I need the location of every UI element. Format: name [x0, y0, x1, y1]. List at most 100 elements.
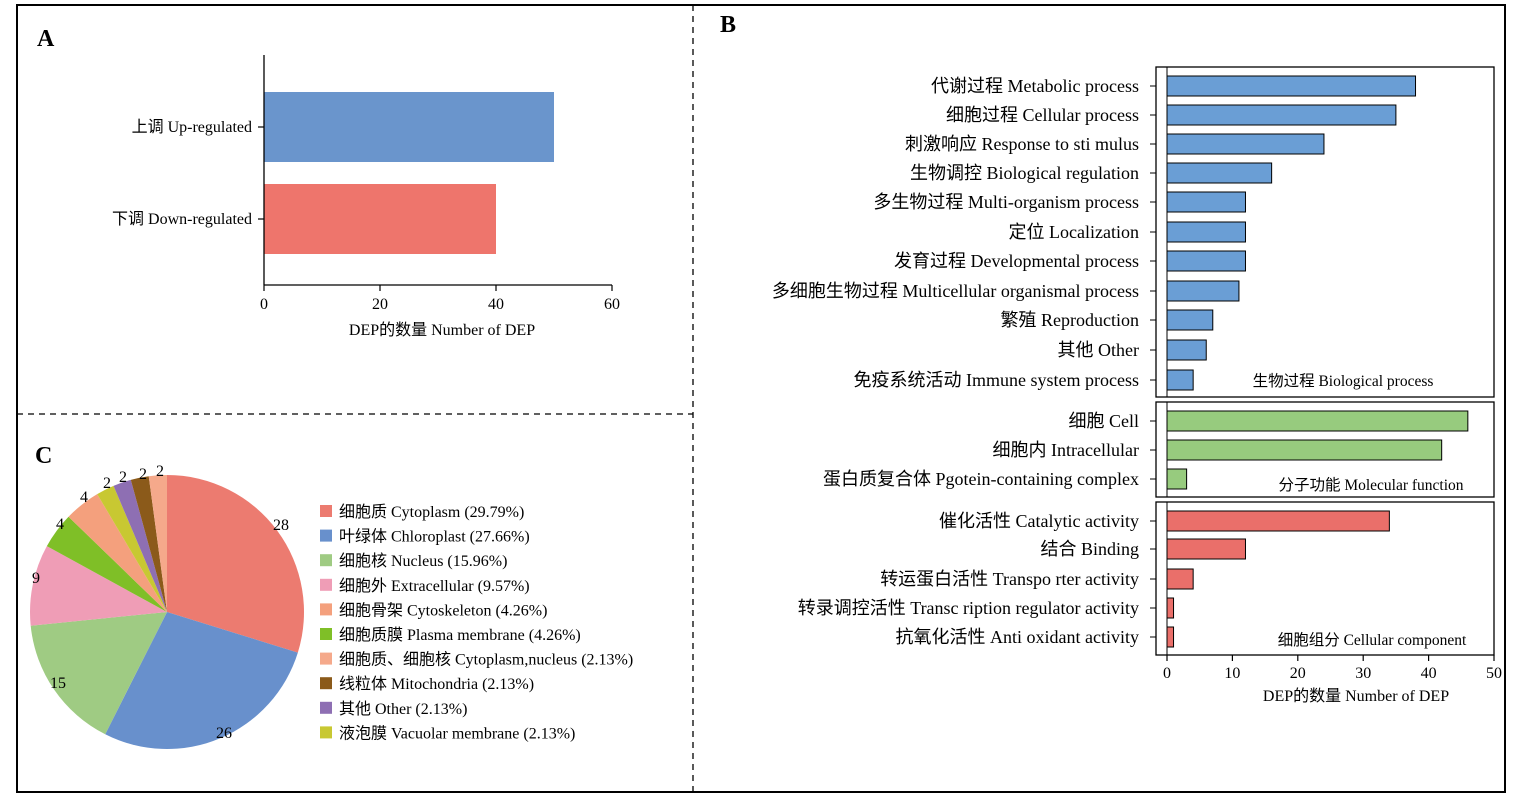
chart-a-bar: [264, 184, 496, 254]
chart-b-bar: [1166, 568, 1194, 590]
chart-a-up-down-regulated: 上调 Up-regulated 下调 Down-regulated DEP的数量…: [112, 55, 620, 339]
chart-a-x-axis-title: DEP的数量 Number of DEP: [349, 321, 535, 339]
chart-b-bar: [1166, 410, 1469, 432]
chart-c-legend-label: 细胞质 Cytoplasm (29.79%): [339, 503, 524, 521]
chart-c-legend-swatch: [320, 603, 332, 616]
chart-b-x-tick-label: 10: [1224, 665, 1240, 682]
chart-b-bar: [1166, 75, 1417, 97]
chart-b-category-label: 多细胞生物过程 Multicellular organismal process: [772, 281, 1139, 301]
chart-c-pie-slice: [46, 516, 167, 612]
chart-c-slice-value-label: 4: [80, 489, 88, 506]
chart-c-legend-swatch: [320, 652, 332, 665]
chart-b-category-label: 刺激响应 Response to sti mulus: [905, 134, 1139, 154]
chart-c-legend-swatch: [320, 701, 332, 714]
chart-c-legend-label: 叶绿体 Chloroplast (27.66%): [339, 528, 530, 546]
chart-a-category-label: 上调 Up-regulated: [132, 118, 252, 136]
chart-b-group-label: 生物过程 Biological process: [1253, 372, 1434, 390]
chart-c-slice-value-label: 28: [273, 517, 289, 534]
chart-c-legend-label: 液泡膜 Vacuolar membrane (2.13%): [339, 724, 575, 742]
chart-b-category-label: 其他 Other: [1058, 340, 1139, 360]
chart-b-bar: [1166, 339, 1207, 361]
chart-b-category-label: 催化活性 Catalytic activity: [939, 511, 1139, 531]
chart-b-bar: [1166, 162, 1273, 184]
chart-c-slice-value-label: 2: [139, 466, 147, 483]
chart-b-x-tick-label: 0: [1163, 665, 1171, 682]
chart-b-category-label: 代谢过程 Metabolic process: [931, 76, 1139, 96]
chart-b-bar: [1166, 191, 1246, 213]
chart-b-x-tick-label: 40: [1421, 665, 1437, 682]
chart-b-x-tick-label: 20: [1290, 665, 1306, 682]
chart-c-legend-label: 细胞外 Extracellular (9.57%): [339, 577, 530, 595]
chart-b-group-label: 细胞组分 Cellular component: [1278, 631, 1467, 649]
chart-b-category-label: 转运蛋白活性 Transpo rter activity: [880, 569, 1139, 589]
chart-c-legend-swatch: [320, 677, 332, 690]
chart-c-slice-value-label: 2: [119, 469, 127, 486]
chart-a-x-tick-label: 40: [488, 296, 504, 313]
chart-c-legend-label: 细胞质膜 Plasma membrane (4.26%): [339, 626, 581, 644]
chart-a-category-label: 下调 Down-regulated: [112, 210, 252, 228]
chart-b-category-label: 转录调控活性 Transc ription regulator activity: [798, 598, 1139, 618]
chart-b-bar: [1166, 104, 1397, 126]
chart-c-pie-slice: [30, 612, 167, 735]
chart-c-pie-slice: [148, 475, 167, 612]
chart-c-pie-slice: [167, 475, 305, 653]
chart-b-category-label: 细胞内 Intracellular: [993, 440, 1139, 460]
chart-b-category-label: 结合 Binding: [1040, 539, 1139, 559]
chart-b-bar: [1166, 439, 1443, 461]
figure-frame: [16, 4, 1506, 793]
chart-b-category-label: 多生物过程 Multi-organism process: [873, 192, 1139, 212]
chart-c-legend-swatch: [320, 554, 332, 567]
panel-label-a: A: [37, 26, 55, 52]
chart-c-legend-label: 线粒体 Mitochondria (2.13%): [339, 675, 534, 693]
chart-c-legend-swatch: [320, 529, 332, 542]
chart-b-bar: [1166, 250, 1246, 272]
chart-c-pie-slice: [30, 546, 167, 626]
chart-c-legend-label: 细胞骨架 Cytoskeleton (4.26%): [339, 601, 547, 619]
chart-c-slice-value-label: 2: [103, 475, 111, 492]
chart-a-bar: [264, 92, 554, 162]
chart-c-slice-value-label: 15: [50, 675, 66, 692]
chart-b-category-label: 免疫系统活动 Immune system process: [854, 370, 1139, 390]
chart-b-category-label: 繁殖 Reproduction: [1001, 309, 1139, 330]
chart-c-slice-value-label: 26: [216, 725, 232, 742]
chart-b-bar: [1166, 133, 1325, 155]
chart-c-legend-swatch: [320, 726, 332, 739]
chart-b-bar: [1166, 597, 1175, 619]
chart-b-category-label: 细胞过程 Cellular process: [946, 105, 1139, 125]
chart-b-x-tick-label: 30: [1355, 665, 1371, 682]
chart-c-legend-swatch: [320, 628, 332, 640]
chart-b-x-tick-label: 50: [1486, 665, 1502, 682]
chart-b-bar: [1166, 369, 1194, 391]
chart-b-bar: [1166, 309, 1214, 331]
chart-b-bar: [1166, 538, 1246, 560]
chart-b-category-label: 定位 Localization: [1009, 222, 1139, 242]
panel-label-c: C: [35, 443, 52, 469]
chart-b-bar: [1166, 221, 1246, 243]
chart-b-bar: [1166, 468, 1188, 490]
chart-c-slice-value-label: 4: [56, 516, 64, 533]
chart-c-pie-slice: [97, 485, 167, 612]
chart-a-x-tick-label: 20: [372, 296, 388, 313]
chart-c-legend-swatch: [320, 505, 332, 517]
chart-c-legend-label: 细胞质、细胞核 Cytoplasm,nucleus (2.13%): [339, 651, 633, 669]
chart-a-x-tick-label: 60: [604, 296, 620, 313]
chart-c-pie-slice: [113, 479, 167, 612]
chart-c-pie-slice: [105, 612, 298, 750]
chart-a-x-tick-label: 0: [260, 296, 268, 313]
chart-b-bar: [1166, 626, 1175, 648]
chart-c-legend-label: 细胞核 Nucleus (15.96%): [339, 552, 507, 570]
chart-b-category-label: 抗氧化活性 Anti oxidant activity: [896, 627, 1139, 647]
chart-c-slice-value-label: 2: [156, 463, 164, 480]
panel-label-b: B: [720, 12, 736, 38]
chart-c-legend-label: 其他 Other (2.13%): [339, 700, 467, 718]
chart-b-bar: [1166, 280, 1240, 302]
chart-c-slice-value-label: 9: [32, 570, 40, 587]
chart-b-go-enrichment: 生物过程 Biological process 分子功能 Molecular f…: [772, 66, 1502, 705]
chart-c-legend-swatch: [320, 578, 332, 591]
chart-b-x-axis-title: DEP的数量 Number of DEP: [1263, 687, 1449, 705]
chart-b-category-label: 生物调控 Biological regulation: [910, 163, 1139, 183]
chart-b-group-label: 分子功能 Molecular function: [1278, 476, 1463, 494]
chart-b-category-label: 蛋白质复合体 Pgotein-containing complex: [823, 469, 1139, 489]
